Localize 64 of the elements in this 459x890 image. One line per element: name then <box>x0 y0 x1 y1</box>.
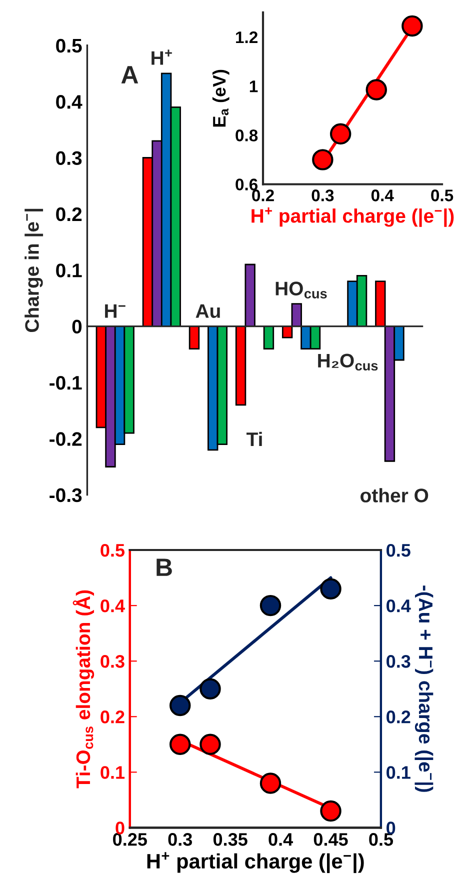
y2-tick-label: 0.5 <box>386 544 410 557</box>
y-tick-label: 0.2 <box>56 207 82 222</box>
y-tick-label: 0.4 <box>100 599 125 612</box>
y-tick-label: 0.3 <box>56 151 82 166</box>
y-axis-title: Charge in |e$^{−}$| <box>24 208 44 332</box>
y-tick-label: -0.2 <box>50 432 82 446</box>
x-tick-label: 0.45 <box>314 833 348 846</box>
x-tick-label: Ti <box>246 432 262 446</box>
y2-axis-title: -(Au + H$^{−}$) charge (|e$^{−}$|) <box>414 586 434 792</box>
annotation: A <box>121 66 138 84</box>
point <box>320 800 342 822</box>
y-tick-label: 0 <box>72 320 82 334</box>
y2-tick-label: 0.4 <box>386 599 411 612</box>
point <box>330 123 352 145</box>
x-tick-label: 0.35 <box>213 833 248 846</box>
y-tick-label: 0.1 <box>56 264 82 278</box>
x-tick-label: H$^{−}$ <box>105 304 126 318</box>
x-tick-label: Au <box>196 304 220 318</box>
y2-tick-label: 0 <box>386 822 396 834</box>
point <box>402 15 423 37</box>
y-tick-label: 0.4 <box>56 95 82 109</box>
y2-tick-label: 0.1 <box>386 766 410 779</box>
y-tick-label: 0.5 <box>100 544 125 557</box>
x-axis-title: H$^{+}$ partial charge (|e$^{−}$|) <box>252 207 454 227</box>
x-tick-label: 0.5 <box>431 190 454 202</box>
point <box>366 79 387 100</box>
x-axis-title: H$^{+}$ partial charge (|e$^{−}$|) <box>147 852 364 874</box>
x-tick-label: H₂O$_{cus}$ <box>318 354 378 371</box>
y-tick-label: 0.1 <box>100 766 125 779</box>
y-tick-label: -0.3 <box>50 488 82 502</box>
x-tick-label: 0.25 <box>113 833 147 846</box>
point <box>312 149 334 170</box>
y-tick-label: 0.8 <box>236 130 258 142</box>
point <box>320 578 342 600</box>
y-tick-label: 0 <box>116 822 124 834</box>
x-tick-label: 0.2 <box>252 190 274 202</box>
y-tick-label: 0.2 <box>100 710 124 724</box>
x-tick-label: 0.4 <box>268 833 293 846</box>
y-tick-label: 0.5 <box>56 38 82 53</box>
y-tick-label: 0.6 <box>236 178 258 190</box>
y2-tick-label: 0.3 <box>386 655 410 668</box>
x-tick-label: 0.3 <box>168 833 192 846</box>
x-tick-label: other O <box>360 488 428 502</box>
bar <box>188 326 200 350</box>
x-tick-label: 0.4 <box>371 190 394 202</box>
y-tick-label: 1.2 <box>236 31 258 44</box>
x-tick-label: 0.3 <box>312 190 334 202</box>
y-axis-title: E$_{a}$ (eV) <box>212 70 230 127</box>
y2-tick-label: 0.2 <box>386 710 410 724</box>
x-tick-label: HO$_{cus}$ <box>276 282 327 298</box>
bar <box>263 326 274 350</box>
point <box>169 694 191 716</box>
y-tick-label: -0.1 <box>50 376 82 390</box>
point <box>260 772 282 794</box>
y-tick-label: 0.3 <box>100 655 124 668</box>
point <box>200 734 221 756</box>
x-tick-label: H$^{+}$ <box>152 50 172 65</box>
x-tick-label: 0.5 <box>369 833 394 846</box>
annotation: B <box>156 558 172 576</box>
y-axis-title: Ti-O$_{cus}$ elongation (Å) <box>72 590 94 788</box>
point <box>169 734 191 756</box>
point <box>260 594 282 616</box>
point <box>200 678 221 700</box>
y-tick-label: 1 <box>250 80 258 92</box>
